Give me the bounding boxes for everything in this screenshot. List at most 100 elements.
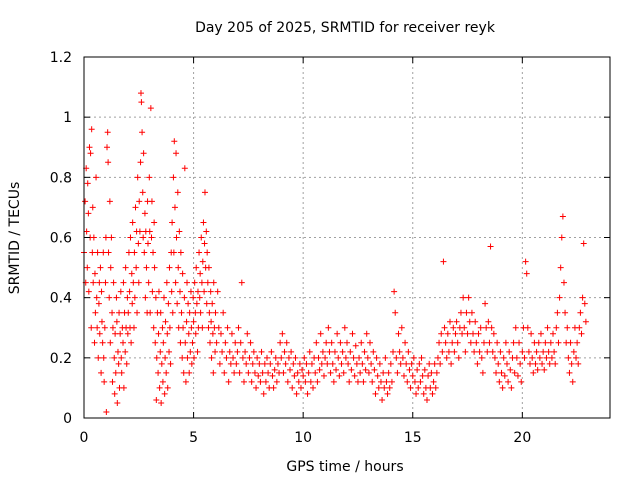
data-point [86,144,93,151]
data-point [442,339,449,346]
data-point [153,396,160,403]
data-point [188,324,195,331]
data-point [186,369,193,376]
data-point [510,339,517,346]
data-point [228,330,235,337]
data-point [336,372,343,379]
data-point [233,360,240,367]
data-point [138,99,145,106]
data-point [502,339,509,346]
data-point [485,318,492,325]
data-point [429,390,436,397]
data-point [324,360,331,367]
data-point [186,309,193,316]
data-point [151,219,158,226]
data-point [115,360,122,367]
data-point [171,204,178,211]
data-point [551,348,558,355]
data-point [562,309,569,316]
data-point [201,240,208,247]
data-point [161,390,168,397]
data-point [162,354,169,361]
data-point [345,360,352,367]
data-point [498,369,505,376]
data-point [232,339,239,346]
data-point [565,354,572,361]
data-point [112,330,119,337]
data-point [146,228,153,235]
data-point [539,360,546,367]
data-point [82,198,89,205]
data-point [149,288,156,295]
data-point [487,243,494,250]
data-point [95,300,102,307]
data-point [197,309,204,316]
data-point [120,279,127,286]
data-point [319,348,326,355]
data-point [192,309,199,316]
data-point [135,279,142,286]
data-point [118,354,125,361]
data-point [380,369,387,376]
data-point [428,369,435,376]
data-point [557,264,564,271]
data-point [512,324,519,331]
data-point [118,369,125,376]
data-point [219,348,226,355]
data-point [205,264,212,271]
data-point [372,390,379,397]
data-point [222,339,229,346]
data-point [140,150,147,157]
data-point [407,384,414,391]
data-point [247,339,254,346]
data-point [85,210,92,217]
data-point [125,249,132,256]
data-point [550,330,557,337]
data-point [296,360,303,367]
data-point [164,384,171,391]
data-point [134,174,141,181]
data-point [110,279,117,286]
data-point [147,105,154,112]
data-point [94,324,101,331]
data-point [163,369,170,376]
data-point [122,264,129,271]
data-point [84,180,91,187]
data-point [270,384,277,391]
data-point [545,348,552,355]
data-point [488,324,495,331]
data-point [140,234,147,241]
data-point [375,384,382,391]
data-point [351,372,358,379]
data-point [484,348,491,355]
data-point [217,330,224,337]
data-point [325,324,332,331]
data-point [90,234,97,241]
data-point [473,339,480,346]
data-point [501,372,508,379]
data-point [342,354,349,361]
data-point [89,204,96,211]
data-point [258,348,265,355]
data-point [147,309,154,316]
data-point [566,369,573,376]
data-point [178,309,185,316]
data-point [282,360,289,367]
data-point [166,348,173,355]
data-point [447,318,454,325]
data-point [137,90,144,97]
data-point [453,318,460,325]
data-point [173,234,180,241]
data-point [527,360,534,367]
data-point [302,378,309,385]
data-points [81,90,589,415]
data-point [301,354,308,361]
data-point [133,264,140,271]
data-point [308,360,315,367]
data-point [518,378,525,385]
data-point [373,354,380,361]
data-point [123,360,130,367]
data-point [490,330,497,337]
data-point [329,360,336,367]
